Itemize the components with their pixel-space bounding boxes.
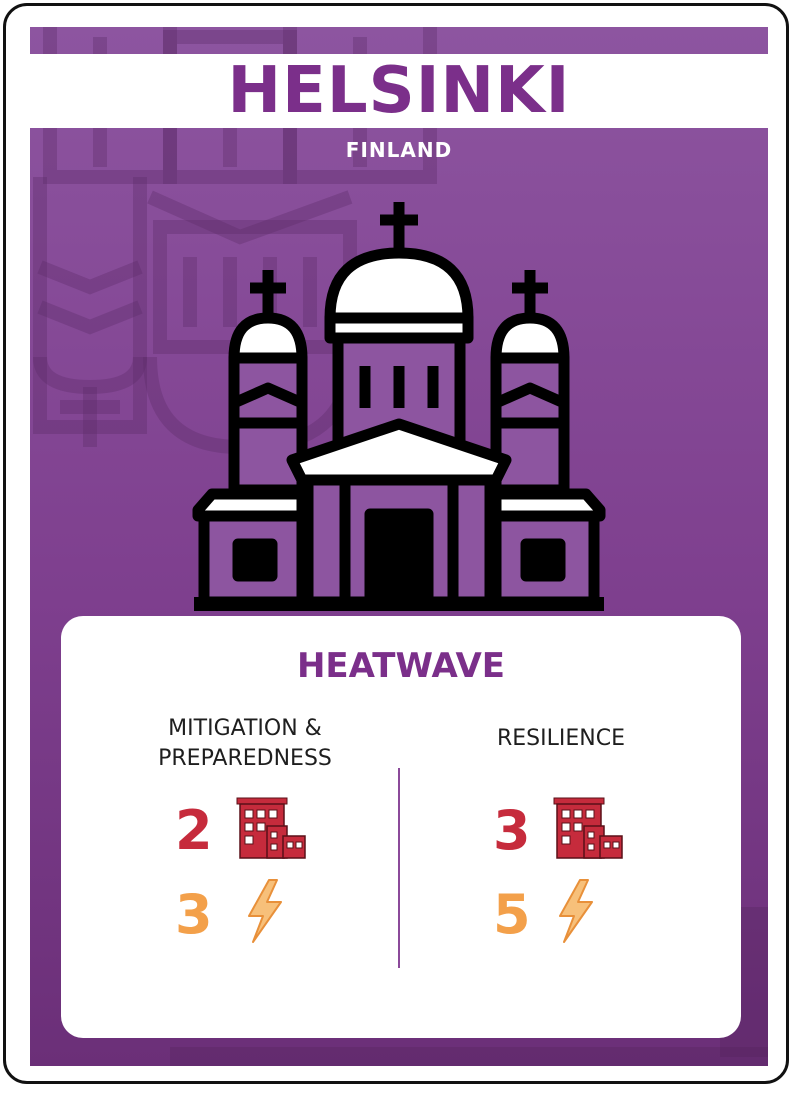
mitigation-title-line1: MITIGATION & (168, 716, 322, 741)
resilience-energy-value: 5 (493, 883, 531, 946)
column-divider (398, 768, 400, 968)
mitigation-buildings-value: 2 (175, 799, 213, 862)
resilience-buildings-value: 3 (493, 799, 531, 862)
mitigation-title: MITIGATION & PREPAREDNESS (115, 714, 375, 774)
mitigation-title-line2: PREPAREDNESS (158, 746, 332, 771)
lightning-icon (248, 879, 282, 943)
cathedral-icon (192, 202, 606, 611)
info-panel: HEATWAVE MITIGATION & PREPAREDNESS RESIL… (61, 616, 741, 1038)
mitigation-energy-value: 3 (175, 883, 213, 946)
buildings-icon (553, 797, 623, 859)
title-band: HELSINKI (30, 54, 768, 128)
buildings-icon (236, 797, 306, 859)
hazard-title: HEATWAVE (296, 646, 506, 686)
country-name: FINLAND (345, 138, 453, 162)
lightning-icon (559, 879, 593, 943)
resilience-title: RESILIENCE (496, 726, 625, 751)
city-name: HELSINKI (227, 54, 571, 128)
